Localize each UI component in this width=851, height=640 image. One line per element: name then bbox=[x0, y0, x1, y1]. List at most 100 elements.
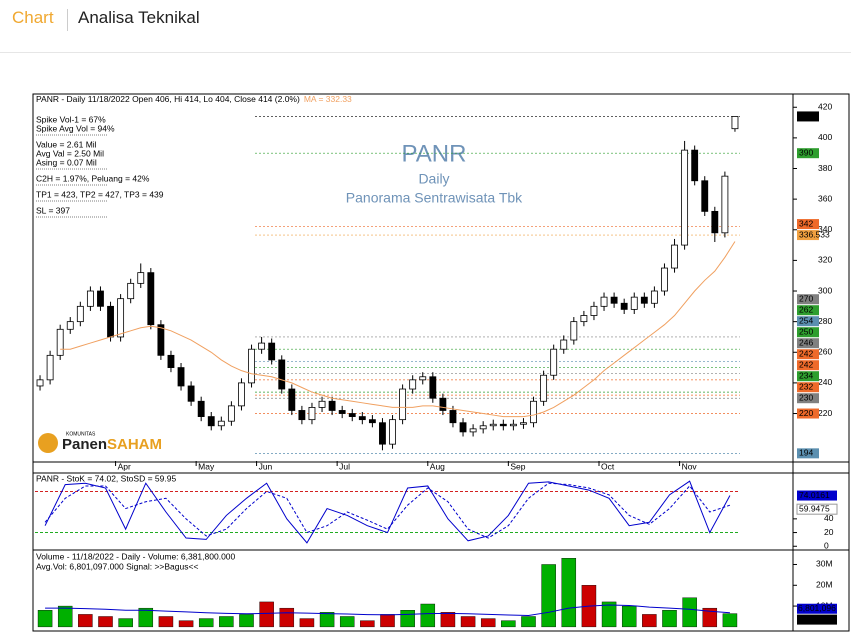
volume-bar bbox=[561, 558, 577, 628]
price-tag bbox=[797, 349, 819, 360]
candle-body bbox=[207, 416, 215, 427]
candle-body bbox=[177, 367, 185, 387]
x-tick-label: Jul bbox=[339, 461, 350, 471]
volume-bar bbox=[480, 618, 496, 628]
price-tag bbox=[797, 393, 819, 404]
candle-body bbox=[721, 175, 729, 234]
candle-body bbox=[459, 422, 467, 433]
candle-body bbox=[217, 420, 225, 427]
candle-body bbox=[570, 321, 578, 341]
price-tag bbox=[797, 327, 819, 338]
price-tag bbox=[797, 382, 819, 393]
info-text: PANR - Daily 11/18/2022 Open 406, Hi 414… bbox=[36, 94, 300, 104]
volume-bar bbox=[360, 620, 375, 628]
candle-body bbox=[489, 423, 497, 427]
stoch-line bbox=[44, 480, 731, 544]
candle-body bbox=[157, 324, 165, 356]
candle-body bbox=[681, 149, 689, 246]
volume-bar bbox=[380, 614, 395, 628]
candle-body bbox=[379, 422, 386, 445]
candle-body bbox=[66, 321, 74, 330]
candle-body bbox=[278, 359, 286, 390]
price-tag-label: 230 bbox=[799, 392, 813, 402]
candle-body bbox=[117, 298, 125, 338]
candle-body bbox=[318, 400, 326, 408]
candle-body bbox=[76, 305, 84, 323]
candle-body bbox=[650, 290, 658, 304]
price-tag bbox=[797, 408, 819, 419]
volume-bar bbox=[339, 616, 355, 628]
candle-body bbox=[630, 296, 638, 310]
candle-body bbox=[227, 405, 235, 422]
candle-body bbox=[509, 423, 517, 427]
value-tag-label: 6,801,096 bbox=[798, 603, 836, 613]
price-tag-label: 390 bbox=[799, 147, 813, 157]
price-tag-label: 242 bbox=[799, 348, 813, 358]
volume-bar bbox=[98, 616, 113, 628]
volume-bar bbox=[118, 618, 133, 628]
candle-body bbox=[530, 400, 537, 424]
candle-body bbox=[197, 400, 205, 417]
candle-body bbox=[248, 348, 255, 384]
x-tick-label: Oct bbox=[601, 461, 615, 471]
candle-body bbox=[268, 342, 276, 361]
price-tag-label: 342 bbox=[799, 218, 813, 228]
candle-body bbox=[711, 210, 719, 234]
note: SL = 397 bbox=[36, 205, 70, 215]
candle-body bbox=[328, 400, 336, 411]
volume-bar bbox=[601, 601, 617, 628]
candle-body bbox=[56, 328, 64, 356]
y-tick-label: 20M bbox=[816, 580, 833, 590]
watermark-title: PANR bbox=[402, 140, 467, 167]
volume-bar bbox=[78, 614, 93, 628]
price-tag-label: 194 bbox=[799, 448, 813, 458]
y-tick-label: 20 bbox=[824, 527, 834, 537]
y-tick-label: 30M bbox=[816, 559, 833, 569]
price-tag bbox=[797, 338, 819, 349]
logo-icon bbox=[38, 433, 58, 453]
volume-bar bbox=[501, 620, 516, 628]
volume-bar bbox=[279, 607, 295, 628]
candle-body bbox=[499, 423, 507, 427]
candle-body bbox=[590, 305, 598, 316]
candle-body bbox=[701, 180, 709, 212]
price-tag-label: 220 bbox=[799, 408, 813, 418]
volume-bar bbox=[259, 601, 274, 628]
y-tick-label: 320 bbox=[818, 255, 832, 265]
price-tag-label: 262 bbox=[799, 304, 813, 314]
volume-bar bbox=[541, 564, 556, 628]
logo-part: SAHAM bbox=[107, 436, 162, 453]
price-tag-label: 336.533 bbox=[799, 229, 830, 239]
note: Asing = 0.07 Mil bbox=[36, 157, 97, 167]
chart-frame bbox=[32, 93, 794, 632]
panel-title: Volume - 11/18/2022 - Daily - Volume: 6,… bbox=[36, 551, 236, 561]
volume-bar bbox=[319, 612, 335, 628]
header: Chart Analisa Teknikal bbox=[0, 0, 851, 53]
brand[interactable]: Chart bbox=[12, 8, 54, 27]
volume-bar bbox=[239, 614, 254, 628]
note: TP1 = 423, TP2 = 427, TP3 = 439 bbox=[36, 189, 164, 199]
volume-bar bbox=[460, 616, 476, 628]
volume-bar bbox=[400, 610, 415, 628]
price-tag bbox=[797, 230, 819, 241]
candle-body bbox=[520, 422, 527, 425]
y-tick-label: 0 bbox=[824, 541, 829, 551]
ma-line bbox=[60, 241, 736, 418]
candle-body bbox=[640, 296, 648, 304]
price-tag-label: 234 bbox=[799, 370, 813, 380]
page-title: Analisa Teknikal bbox=[78, 8, 200, 27]
panel-subtitle: Avg.Vol: 6,801,097.000 Signal: >>Bagus<< bbox=[36, 561, 198, 571]
y-tick-label: 400 bbox=[818, 132, 832, 142]
price-tag bbox=[797, 360, 819, 371]
y-tick-label: 240 bbox=[818, 377, 832, 387]
logo-part: Panen bbox=[62, 436, 107, 453]
logo-small: KOMUNITAS bbox=[66, 431, 96, 437]
candle-body bbox=[399, 388, 407, 421]
candle-body bbox=[238, 382, 245, 407]
separator bbox=[67, 9, 68, 31]
volume-bar bbox=[299, 618, 315, 628]
volume-bar bbox=[682, 597, 697, 628]
volume-bar bbox=[178, 620, 194, 628]
volume-bar bbox=[642, 614, 657, 628]
candle-body bbox=[368, 419, 376, 424]
